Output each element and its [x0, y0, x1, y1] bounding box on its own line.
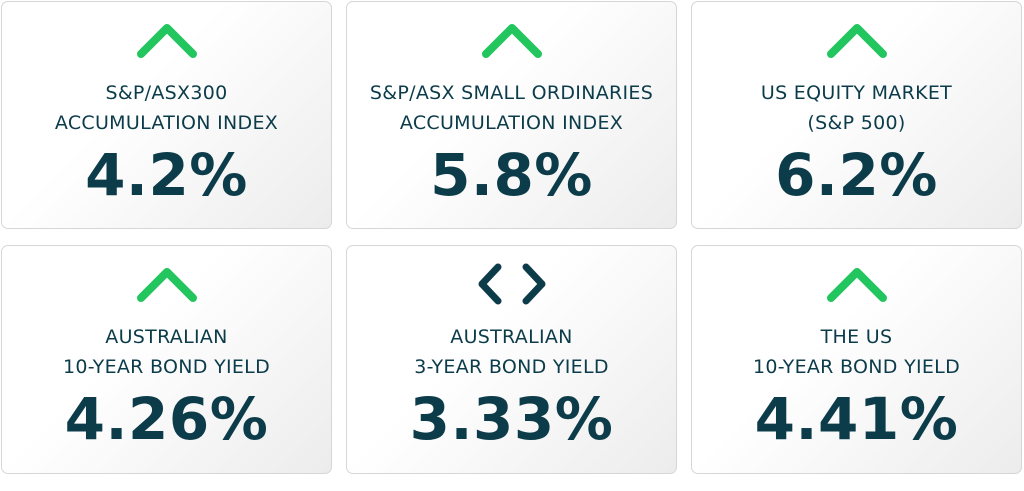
left-right-chevrons-icon: [476, 263, 548, 305]
card-us-equity-market: US EQUITY MARKET (S&P 500) 6.2%: [691, 1, 1022, 229]
chevron-up-icon: [135, 264, 199, 304]
chevron-up-icon: [825, 264, 889, 304]
chevron-up-icon: [825, 20, 889, 60]
card-label: S&P/ASX SMALL ORDINARIES ACCUMULATION IN…: [369, 82, 654, 134]
card-value: 5.8%: [430, 141, 593, 209]
card-label: AUSTRALIAN 10-YEAR BOND YIELD: [63, 326, 270, 378]
card-asx300: S&P/ASX300 ACCUMULATION INDEX 4.2%: [1, 1, 332, 229]
card-value: 4.41%: [754, 385, 959, 453]
card-label: THE US 10-YEAR BOND YIELD: [753, 326, 960, 378]
card-label: AUSTRALIAN 3-YEAR BOND YIELD: [414, 326, 609, 378]
card-label: S&P/ASX300 ACCUMULATION INDEX: [54, 82, 279, 134]
chevron-up-icon: [480, 20, 544, 60]
card-australian-3-year-bond: AUSTRALIAN 3-YEAR BOND YIELD 3.33%: [346, 245, 677, 474]
card-australian-10-year-bond: AUSTRALIAN 10-YEAR BOND YIELD 4.26%: [1, 245, 332, 474]
card-value: 4.26%: [64, 385, 269, 453]
card-label: US EQUITY MARKET (S&P 500): [760, 82, 953, 134]
card-value: 4.2%: [85, 141, 248, 209]
card-asx-small-ordinaries: S&P/ASX SMALL ORDINARIES ACCUMULATION IN…: [346, 1, 677, 229]
card-value: 6.2%: [775, 141, 938, 209]
card-us-10-year-bond: THE US 10-YEAR BOND YIELD 4.41%: [691, 245, 1022, 474]
card-value: 3.33%: [409, 385, 614, 453]
chevron-up-icon: [135, 20, 199, 60]
